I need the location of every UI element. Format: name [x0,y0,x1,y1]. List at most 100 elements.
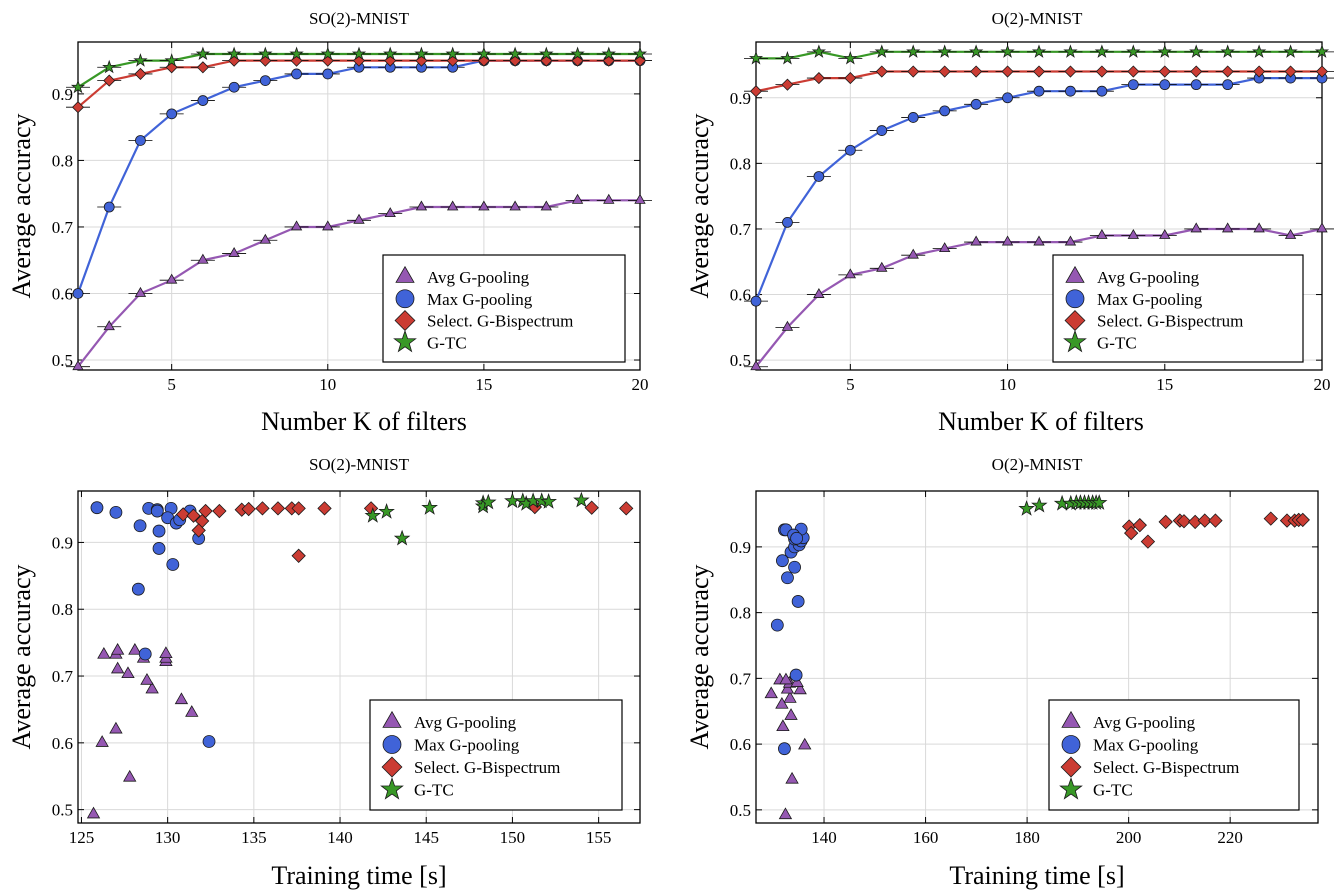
data-point [780,681,795,694]
data-point [109,505,123,519]
legend-label: Avg G-pooling [1093,713,1196,732]
legend-box [1048,699,1300,811]
x-tick-label: 20 [1314,375,1331,394]
x-axis-label: Training time [s] [271,861,446,890]
x-tick-label: 220 [1217,828,1243,847]
data-point [764,686,778,699]
data-point [813,171,825,182]
data-point [446,200,459,211]
data-point [123,769,137,782]
legend-marker-diamond [1060,756,1082,778]
data-point [844,268,857,279]
legend-marker-circle [1065,289,1085,309]
data-point [907,112,919,123]
x-tick-label: 140 [327,828,353,847]
data-point [133,519,147,533]
plot-frame [77,490,641,824]
legend-marker-circle [1061,735,1081,754]
series-gtc [66,46,652,94]
data-point [876,125,888,136]
data-point [322,68,334,80]
x-tick-label: 200 [1116,828,1142,847]
data-point [781,320,794,331]
data-point [776,719,790,732]
legend-label: Select. G-Bispectrum [1093,758,1239,777]
panel-bottom-left: SO(2)-MNIST Training time [s] Average ac… [7,455,641,890]
data-point [164,53,179,67]
data-point [1190,65,1203,78]
series-avg [86,642,199,819]
plot-frame [755,41,1323,371]
data-point [70,79,86,94]
data-point [145,681,159,694]
data-point [1253,65,1266,78]
data-point [121,666,135,679]
data-point [1208,513,1223,528]
data-point [789,668,803,682]
legend-marker-triangle [395,265,415,283]
data-point [939,105,951,117]
data-point [131,582,145,596]
y-tick-label: 0.5 [52,351,73,370]
data-point [798,737,812,750]
y-tick-label: 0.8 [730,604,751,623]
data-point [1220,44,1235,58]
data-point [793,682,807,695]
data-point [1127,228,1140,239]
data-point [353,213,365,224]
series-max [90,501,216,748]
x-tick-label: 5 [846,375,855,394]
y-axis-label: Average accuracy [7,565,36,750]
legend-marker-diamond [381,756,403,778]
data-point [197,95,209,106]
data-point [573,491,590,508]
data-point [165,273,178,284]
data-point [779,672,793,685]
data-point [1127,65,1140,78]
legend-marker-triangle [1065,265,1085,283]
data-point [289,46,304,60]
panel-top-left: SO(2)-MNIST Number K of filters Average … [7,9,652,436]
y-tick-label: 0.6 [730,286,751,305]
y-tick-label: 0.9 [52,85,73,104]
data-point [291,548,306,563]
legend-marker-star [393,329,417,353]
data-point [509,200,521,211]
y-tick-label: 0.6 [730,735,751,754]
series-gtc [744,44,1334,65]
legend-marker-triangle [1061,710,1081,728]
data-point [110,642,125,655]
data-point [750,295,762,307]
data-point [784,708,798,720]
legend-marker-star [1063,329,1087,353]
data-point [227,46,242,60]
data-point [414,46,429,60]
data-point [150,504,164,518]
data-point [1065,85,1076,97]
data-point [1176,514,1192,529]
y-tick-label: 0.9 [730,89,751,108]
data-point [970,65,983,78]
data-point [1124,525,1139,541]
data-point [198,503,213,519]
x-tick-label: 135 [241,828,267,847]
data-point [128,642,142,655]
data-point [874,44,889,58]
legend-label: Select. G-Bispectrum [1097,312,1243,331]
data-point [811,44,826,58]
legend-label: Select. G-Bispectrum [414,758,560,777]
y-tick-label: 0.9 [52,533,73,552]
data-point [1190,79,1202,91]
x-tick-label: 180 [1014,828,1040,847]
panel-bottom-right: O(2)-MNIST Training time [s] Average acc… [685,455,1319,890]
data-point [539,46,554,60]
series-bisp [1121,511,1310,549]
data-point [937,44,952,58]
data-point [584,500,599,515]
y-axis-label: Average accuracy [685,565,714,750]
data-point [72,360,84,371]
x-axis-label: Number K of filters [261,407,467,436]
y-tick-label: 0.5 [52,801,73,820]
legend-box [1052,254,1304,363]
data-point [1064,235,1077,246]
